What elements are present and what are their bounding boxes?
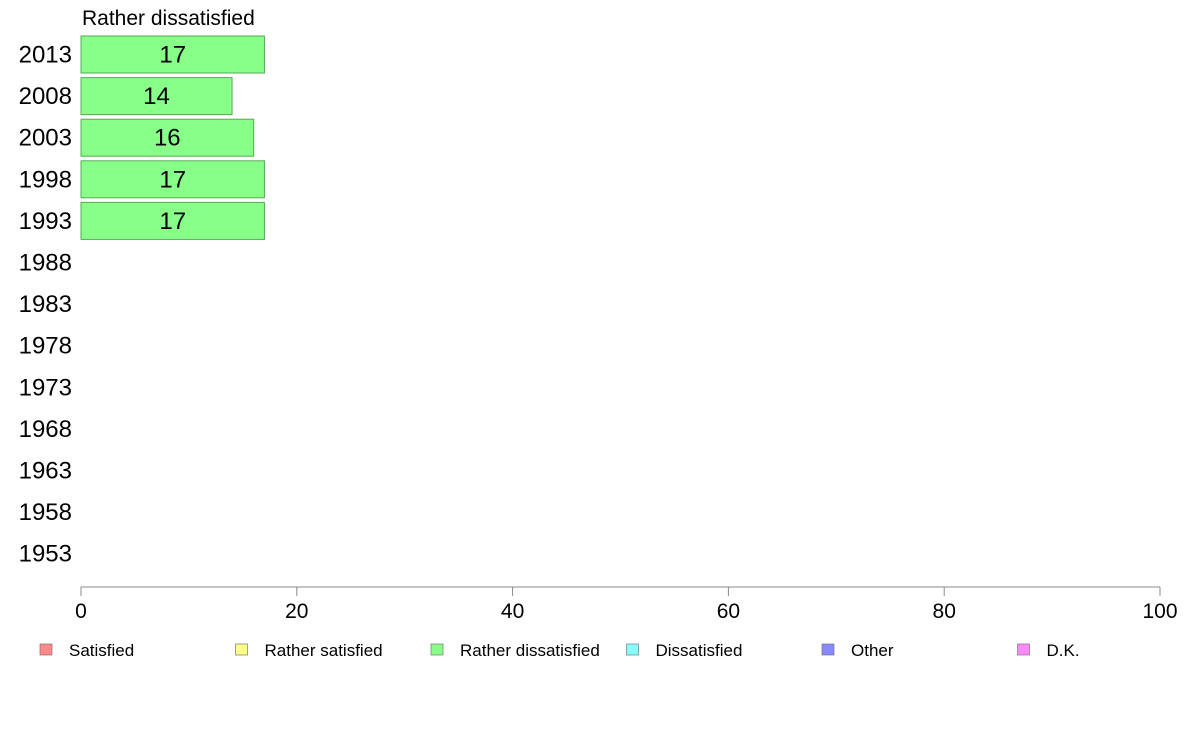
year-label-1993: 1993	[19, 208, 72, 235]
bar-value-1993: 17	[159, 208, 186, 235]
chart-title: Rather dissatisfied	[82, 7, 255, 30]
x-axis: 0 20 40 60 80 100	[75, 586, 1178, 623]
year-label-1978: 1978	[19, 333, 72, 360]
legend-label-dissatisfied: Dissatisfied	[656, 641, 743, 660]
legend-swatch-other	[821, 643, 835, 656]
legend: Satisfied Rather satisfied Rather dissatis…	[39, 641, 1080, 660]
bars: 17 14 16 17 17	[80, 35, 265, 240]
year-label-1953: 1953	[19, 541, 72, 568]
legend-swatch-satisfied	[39, 643, 53, 656]
legend-swatch-rather-dissatisfied	[430, 643, 444, 656]
bar-1993	[80, 201, 265, 240]
x-tick-label-60: 60	[717, 600, 740, 623]
bar-value-2013: 17	[159, 42, 186, 69]
bar-1998	[80, 160, 265, 199]
year-label-2008: 2008	[19, 83, 72, 110]
x-tick-label-20: 20	[285, 600, 308, 623]
year-label-1958: 1958	[19, 499, 72, 526]
x-tick-label-80: 80	[933, 600, 956, 623]
bar-2013	[80, 35, 265, 74]
bar-value-2003: 16	[154, 125, 181, 152]
year-label-1968: 1968	[19, 416, 72, 443]
bar-2003	[80, 118, 255, 157]
x-tick-label-100: 100	[1142, 600, 1177, 623]
year-label-1983: 1983	[19, 291, 72, 318]
legend-swatch-dissatisfied	[626, 643, 639, 656]
legend-label-d-k: D.K.	[1047, 641, 1080, 660]
year-label-1988: 1988	[19, 250, 72, 277]
year-label-2003: 2003	[19, 125, 72, 152]
bar-value-1998: 17	[159, 166, 186, 193]
year-label-1973: 1973	[19, 374, 72, 401]
year-labels: 2013 2008 2003 1998 1993 1988 1983 1978 1973 1968…	[19, 42, 72, 568]
bar-value-2008: 14	[143, 83, 170, 110]
x-tick-label-0: 0	[75, 600, 87, 623]
legend-label-satisfied: Satisfied	[69, 641, 134, 660]
legend-swatch-rather-satisfied	[235, 643, 248, 656]
legend-label-other: Other	[851, 641, 894, 660]
legend-label-rather-dissatisfied: Rather dissatisfied	[460, 641, 600, 660]
year-label-1998: 1998	[19, 166, 72, 193]
legend-label-rather-satisfied: Rather satisfied	[265, 641, 383, 660]
year-label-2013: 2013	[19, 42, 72, 69]
year-label-1963: 1963	[19, 458, 72, 485]
x-tick-label-40: 40	[501, 600, 524, 623]
legend-swatch-d-k	[1017, 643, 1030, 656]
bar-2008	[80, 77, 233, 116]
